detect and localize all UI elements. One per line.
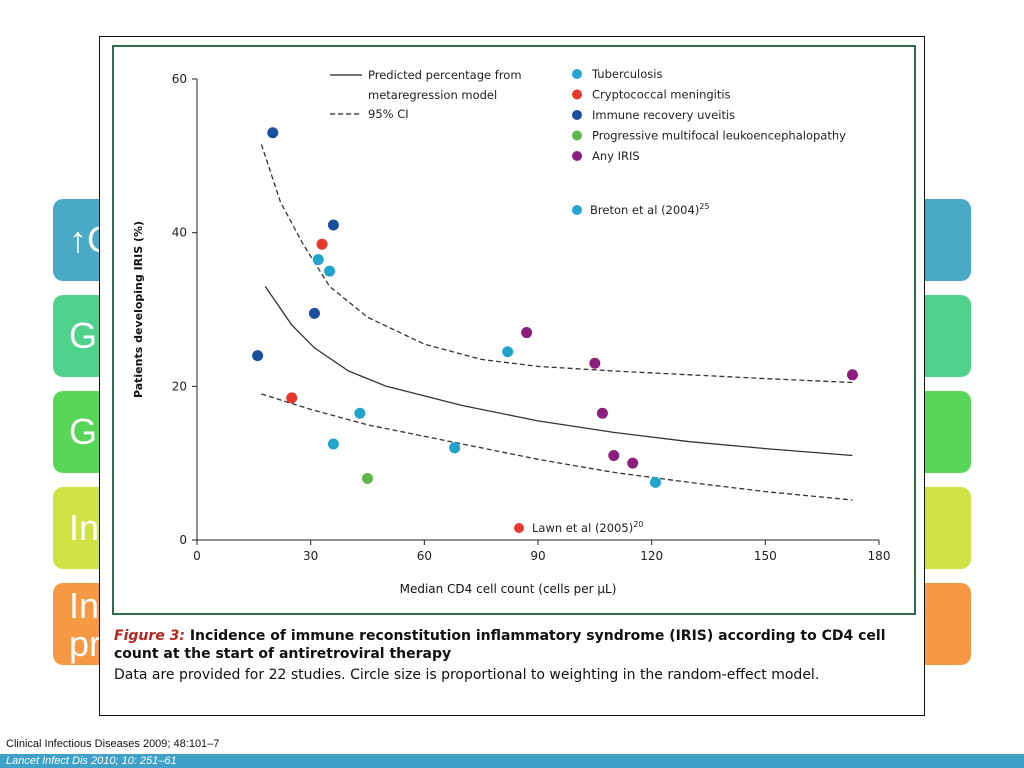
y-tick-label-3: 60 [172,72,187,86]
annotation-breton-marker [572,205,582,215]
legend-marker-1 [572,89,582,100]
legend-label-3: Progressive multifocal leukoencephalopat… [592,129,846,143]
figure-title-line: Figure 3: Incidence of immune reconstitu… [114,627,914,663]
legend-marker-2 [572,110,582,120]
figure-note: Data are provided for 22 studies. Circle… [114,667,820,684]
x-tick-label-3: 90 [530,549,545,563]
slide-bar-2-label: G [69,315,98,357]
plot-frame [112,45,916,615]
citation-cid: Clinical Infectious Diseases 2009; 48:10… [6,738,220,750]
point-0-0 [312,254,324,266]
y-axis-label: Patients developing IRIS (%) [132,221,145,398]
annotation-lawn-marker [514,523,524,533]
legend-label-1: Cryptococcal meningitis [592,88,731,102]
point-1-0 [316,238,328,250]
iris-scatter-chart: 0 30 60 90 120 150 180 0 20 40 60 Median CD4 cell c… [132,67,891,596]
legend-predicted-line1: Predicted percentage from [368,68,522,82]
legend-label-2: Immune recovery uveitis [592,108,735,122]
legend-marker-0 [572,69,582,79]
point-4-0 [521,327,533,339]
legend-label-0: Tuberculosis [591,67,662,81]
point-2-2 [308,307,320,319]
y-tick-label-2: 40 [172,226,187,240]
legend-marker-3 [572,130,582,141]
figure-panel: 0 30 60 90 120 150 180 0 20 40 60 Median CD4 cell c… [99,36,925,716]
annotation-lawn: Lawn et al (2005)20 [532,520,643,535]
point-4-1 [589,357,601,369]
point-2-1 [327,219,339,231]
x-tick-label-1: 30 [303,549,318,563]
x-axis-label: Median CD4 cell count (cells per µL) [400,582,617,596]
legend-ci-label: 95% CI [368,107,409,121]
point-0-6 [649,476,661,488]
point-4-3 [596,407,608,419]
x-tick-label-5: 150 [754,549,777,563]
slide-bar-3-label: G [69,411,98,453]
figure-title: Incidence of immune reconstitution infla… [114,628,886,663]
point-0-1 [324,265,336,277]
y-tick-label-1: 20 [172,379,187,393]
slide-bar-4-label: In [69,507,100,549]
y-tick-label-0: 0 [179,533,187,547]
figure-label: Figure 3: [114,628,185,644]
figure-caption: Figure 3: Incidence of immune reconstitu… [114,627,914,685]
point-4-5 [627,457,639,469]
legend-label-4: Any IRIS [592,149,640,163]
ci-upper-curve [260,144,853,384]
legend-marker-4 [572,151,582,161]
citation-lancet: Lancet Infect Dis 2010; 10: 251–61 [6,755,177,767]
x-tick-label-2: 60 [417,549,432,563]
x-tick-label-4: 120 [640,549,663,563]
citation-bar [0,754,1024,768]
point-0-5 [449,442,461,454]
ci-lower-curve [261,393,853,501]
slide-bar-5-label: In pr [69,585,102,664]
point-0-3 [354,407,366,419]
point-2-3 [252,350,264,362]
point-0-4 [327,438,339,450]
predicted-curve [264,286,853,457]
point-2-0 [267,127,279,139]
x-tick-label-6: 180 [868,549,891,563]
x-tick-label-0: 0 [193,549,201,563]
point-3-0 [362,473,373,485]
point-1-1 [286,392,298,404]
legend-predicted-line2: metaregression model [368,88,497,102]
point-4-2 [846,369,858,381]
point-0-2 [502,346,514,358]
annotation-breton: Breton et al (2004)25 [590,202,710,217]
point-4-4 [608,449,620,461]
